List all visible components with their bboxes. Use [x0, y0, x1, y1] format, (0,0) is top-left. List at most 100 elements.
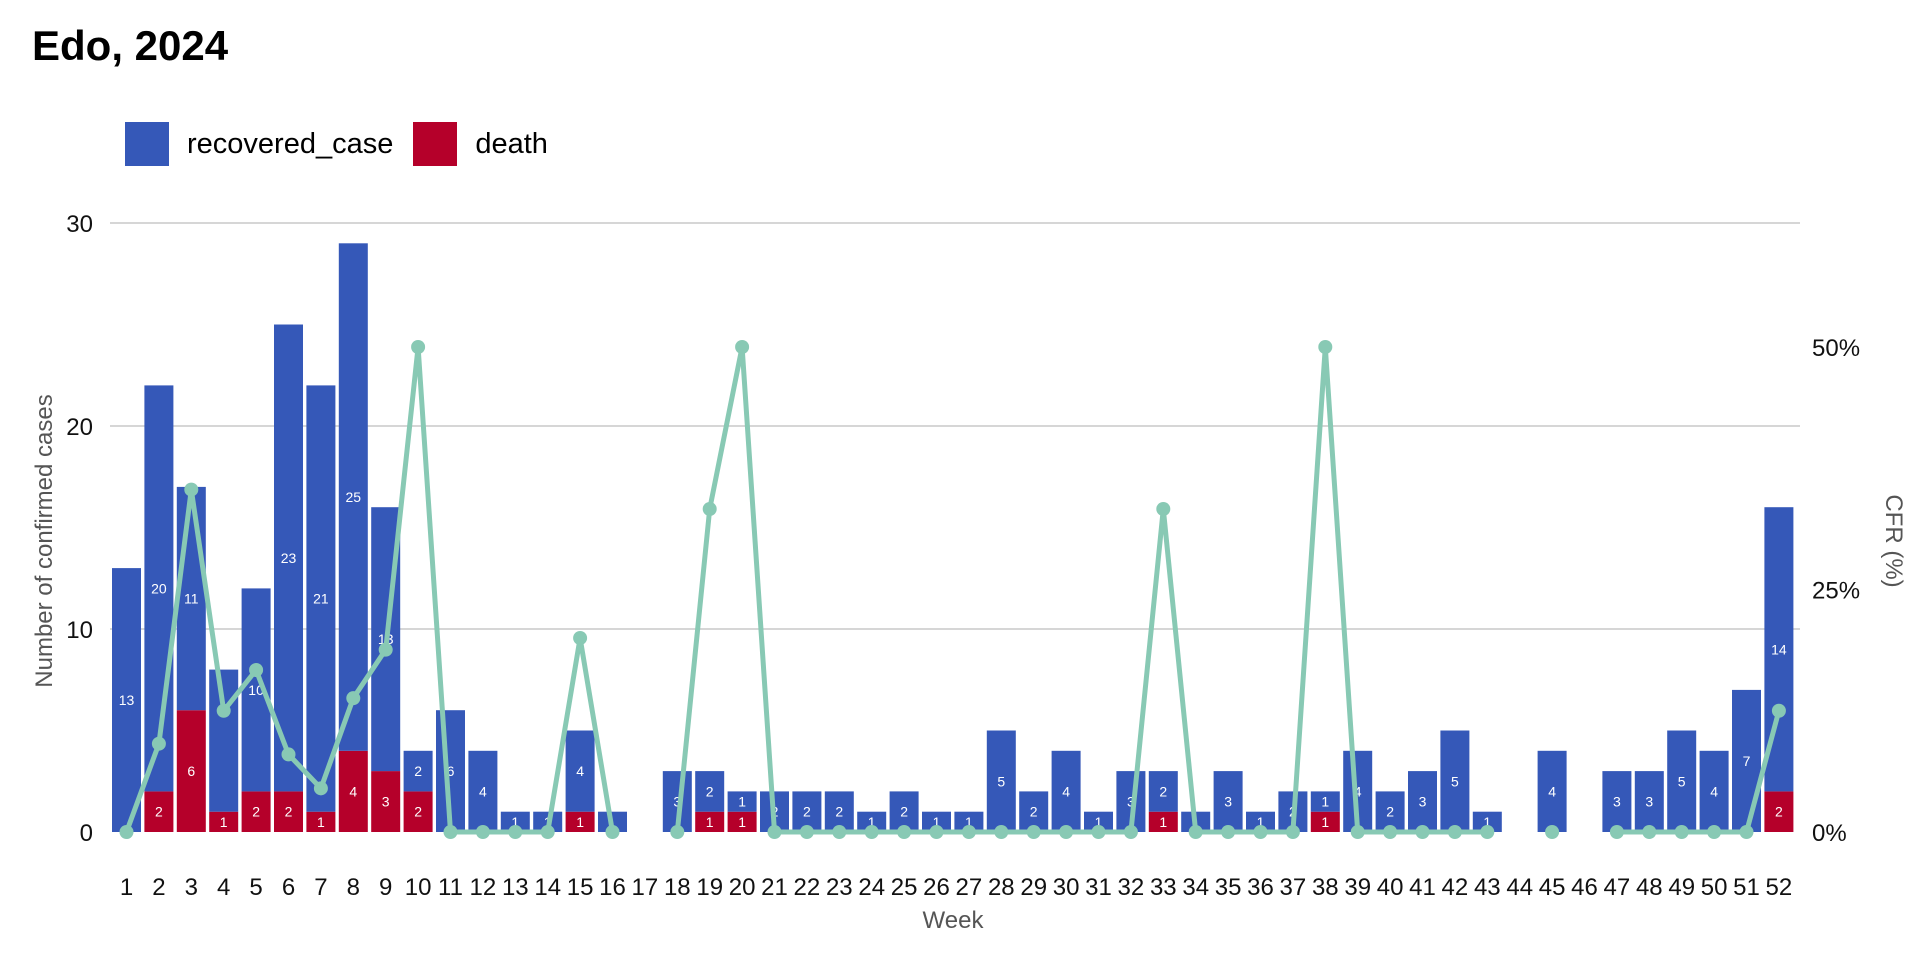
x-tick-label: 34 [1182, 874, 1209, 901]
bar-label-recovered: 2 [900, 804, 908, 820]
x-tick-label: 14 [534, 874, 561, 901]
bar-label-death: 2 [414, 804, 422, 820]
bars [112, 243, 1794, 832]
bar-death [144, 791, 174, 832]
cfr-point [1480, 825, 1495, 839]
x-tick-label: 33 [1150, 874, 1177, 901]
bar-label-recovered: 13 [119, 692, 135, 708]
x-tick-label: 35 [1215, 874, 1242, 901]
bar-label-death: 3 [382, 794, 390, 810]
x-tick-label: 47 [1604, 874, 1631, 901]
cfr-point [1771, 703, 1786, 718]
bar-recovered [209, 669, 239, 812]
x-tick-label: 19 [696, 874, 723, 901]
x-tick-label: 1 [120, 874, 133, 901]
x-tick-label: 32 [1118, 874, 1145, 901]
bar-label-recovered: 2 [1386, 804, 1394, 820]
bar-label-recovered: 1 [1095, 814, 1103, 830]
x-axis-title: Week [923, 907, 985, 934]
bar-recovered [1440, 730, 1470, 832]
cfr-point [119, 825, 134, 839]
cfr-point [1091, 825, 1106, 839]
cfr-point [1059, 825, 1074, 839]
bar-recovered [1634, 771, 1664, 832]
cfr-point [864, 825, 879, 839]
cfr-point [994, 825, 1009, 839]
bar-recovered [1667, 730, 1697, 832]
cfr-point [1642, 825, 1657, 839]
bar-recovered [857, 811, 887, 832]
y2-tick-label: 50% [1812, 335, 1860, 362]
bar-label-recovered: 1 [868, 814, 876, 830]
bar-recovered [468, 750, 498, 832]
chart-title: Edo, 2024 [32, 22, 229, 69]
bar-label-recovered: 4 [576, 763, 584, 779]
x-tick-label: 44 [1506, 874, 1533, 901]
bar-death [209, 811, 239, 832]
bar-recovered [306, 385, 336, 812]
bar-recovered [176, 486, 206, 711]
x-tick-label: 18 [664, 874, 691, 901]
bar-label-recovered: 1 [511, 814, 519, 830]
bar-recovered [565, 730, 595, 812]
cfr-point [929, 825, 944, 839]
cfr-point [1026, 825, 1041, 839]
cfr-point [475, 825, 490, 839]
bar-recovered [500, 811, 530, 832]
bar-label-recovered: 4 [479, 783, 487, 799]
cfr-point [443, 825, 458, 839]
bar-label-death: 1 [738, 814, 746, 830]
bar-death [371, 771, 401, 832]
cfr-point [670, 825, 685, 839]
cfr-point [281, 747, 296, 762]
cfr-point [346, 691, 361, 706]
bar-recovered [403, 750, 433, 792]
bar-label-recovered: 5 [997, 773, 1005, 789]
bar-label-recovered: 1 [1257, 814, 1265, 830]
cfr-point [184, 482, 199, 497]
cfr-line [119, 340, 1786, 839]
cfr-point [799, 825, 814, 839]
bar-label-death: 1 [317, 814, 325, 830]
bar-label-recovered: 2 [414, 763, 422, 779]
bar-death [403, 791, 433, 832]
cfr-line-segment [124, 344, 615, 835]
cfr-point [832, 825, 847, 839]
bar-label-recovered: 3 [673, 794, 681, 810]
y-tick-label: 20 [66, 414, 93, 441]
bar-label-recovered: 1 [933, 814, 941, 830]
cfr-point [313, 781, 328, 796]
x-tick-label: 50 [1701, 874, 1728, 901]
cfr-point [1188, 825, 1203, 839]
x-tick-label: 10 [405, 874, 432, 901]
bar-recovered [144, 385, 174, 792]
bar-label-recovered: 2 [1159, 783, 1167, 799]
legend-label-death: death [475, 127, 548, 160]
bar-label-recovered: 14 [1771, 641, 1787, 657]
x-tick-label: 20 [729, 874, 756, 901]
bar-death [1148, 811, 1178, 832]
bar-recovered [986, 730, 1016, 832]
cfr-point [249, 663, 264, 678]
bar-label-recovered: 5 [1451, 773, 1459, 789]
cfr-point [378, 642, 393, 657]
bar-label-death: 2 [285, 804, 293, 820]
bar-death [338, 750, 368, 832]
cfr-point [1383, 825, 1398, 839]
bar-recovered [1051, 750, 1081, 832]
x-tick-label: 22 [794, 874, 821, 901]
x-tick-label: 5 [249, 874, 262, 901]
x-tick-label: 45 [1539, 874, 1566, 901]
bar-death [306, 811, 336, 832]
bar-label-death: 1 [706, 814, 714, 830]
cfr-point [573, 631, 588, 645]
bar-label-recovered: 3 [1613, 794, 1621, 810]
cfr-point [216, 703, 231, 718]
bar-label-death: 1 [1321, 814, 1329, 830]
x-tick-label: 24 [858, 874, 885, 901]
y2-axis-title: CFR (%) [1880, 494, 1907, 587]
x-tick-label: 15 [567, 874, 594, 901]
bar-recovered [1246, 811, 1275, 832]
